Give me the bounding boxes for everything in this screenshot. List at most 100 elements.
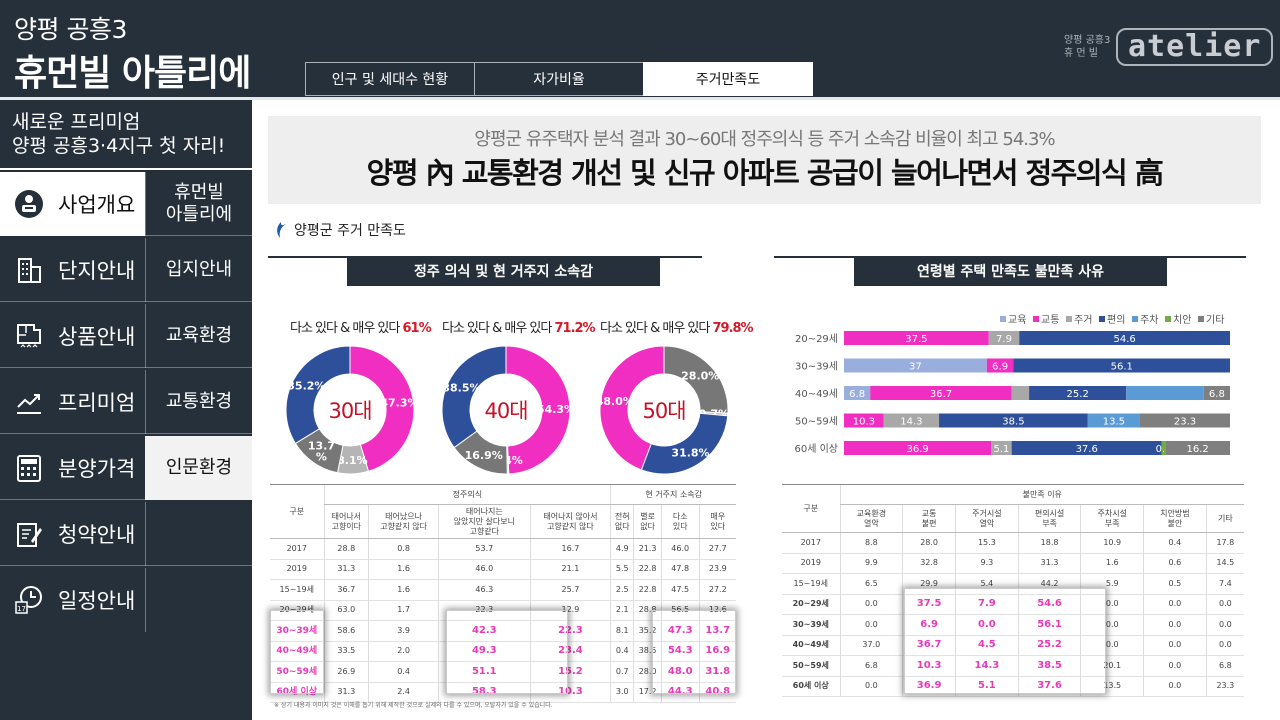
table-row-label: 40~49세 [270, 641, 324, 662]
logo-caption-line2: 휴 먼 빌 [1064, 48, 1098, 59]
table-cell: 53.7 [438, 538, 531, 560]
table-cell: 0.4 [1143, 532, 1207, 554]
table-cell: 54.3 [660, 641, 700, 662]
donut-center-label: 40대 [484, 399, 527, 423]
donut-slice-label: 8.1% [337, 454, 368, 467]
table-row: 40~49세 37.0 36.7 4.5 25.2 0.0 0.0 0.0 [782, 635, 1244, 656]
right-data-table: 구분 불만족 이유 교육환경 열악 교통 불편 주거시설 열악 편의시설 부족 주차시설… [782, 484, 1244, 697]
table-cell: 0.4 [368, 661, 439, 683]
table-cell: 0.0 [955, 614, 1019, 636]
bar-segment [844, 358, 987, 373]
table-cell: 22.8 [633, 559, 662, 580]
table-cell: 0.0 [1143, 614, 1207, 636]
submenu-transport[interactable]: 교통환경 [145, 370, 252, 434]
table-cell: 33.5 [323, 641, 369, 662]
tab-population[interactable]: 인구 및 세대수 현황 [305, 62, 475, 96]
bar-data-label: 37.5 [905, 334, 927, 345]
table-cell: 1.7 [368, 600, 439, 621]
table-row-label: 60세 이상 [270, 682, 324, 703]
bar-data-label: 16.2 [1187, 444, 1209, 455]
table-cell: 31.3 [323, 682, 369, 703]
legend-label: 편의 [1107, 314, 1125, 326]
menu-premium[interactable]: 프리미엄 [0, 370, 145, 434]
menu-schedule[interactable]: 17 일정안내 [0, 568, 145, 632]
table-group-header: 불만족 이유 [839, 484, 1244, 505]
table-cell: 5.1 [955, 676, 1019, 697]
table-cell: 17.2 [633, 682, 662, 703]
table-cell: 26.9 [323, 661, 369, 683]
tab-ownership-ratio[interactable]: 자가비율 [474, 62, 644, 96]
table-row-label: 2019 [270, 559, 324, 580]
table-cell: 5.9 [1080, 573, 1144, 595]
submenu-location[interactable]: 입지안내 [145, 238, 252, 302]
menu-subscription[interactable]: 청약안내 [0, 502, 145, 566]
table-cell: 38.5 [1017, 655, 1081, 677]
bar-category-label: 40~49세 [795, 388, 838, 400]
menu-product-info[interactable]: 상품안내 [0, 304, 145, 368]
tab-housing-satisfaction[interactable]: 주거만족도 [643, 62, 813, 96]
bar-data-label: 10.3 [853, 417, 875, 428]
table-cell: 1.6 [368, 559, 439, 580]
donut-head-40s: 다소 있다 & 매우 있다 71.2% [442, 317, 596, 336]
donut-slice-3 [599, 345, 665, 471]
table-row-label: 15~19세 [270, 579, 324, 601]
table-cell: 2.5 [610, 579, 634, 601]
menu-business-overview[interactable]: 사업개요 [0, 172, 145, 236]
table-row-label: 20~29세 [782, 594, 840, 615]
submenu-humanvill-atelier[interactable]: 휴먼빌 아틀리에 [145, 172, 252, 236]
bar-segment [844, 331, 989, 345]
table-row: 2019 31.3 1.6 46.0 21.1 5.5 22.8 47.8 23.9 [270, 559, 736, 580]
stacked-bar-chart: 교육 교통 주거 편의 주차 치안 기타 20~29세 37.5 7.9 54.6 30~39세 37 6… [794, 314, 1230, 455]
table-cell: 5.4 [955, 573, 1019, 595]
table-row: 60세 이상 31.3 2.4 58.3 10.3 3.0 17.2 44.3 40.8 [270, 682, 736, 703]
menu-sale-price[interactable]: 분양가격 [0, 436, 145, 500]
submenu-humanities[interactable]: 인문환경 [145, 436, 252, 500]
table-cell: 0.0 [1205, 614, 1244, 636]
table-cell: 0.0 [1080, 614, 1144, 636]
menu-complex-info[interactable]: 단지안내 [0, 238, 145, 302]
main-content: 양평군 유주택자 분석 결과 30~60대 정주의식 등 주거 소속감 비율이 … [252, 100, 1280, 720]
legend-label: 치안 [1173, 314, 1191, 326]
table-cell: 22.3 [438, 600, 531, 621]
bar-data-label: 0.9 [1156, 444, 1172, 455]
schedule-clock-icon: 17 [14, 585, 44, 615]
donut-slice-label: 48.0% [596, 395, 634, 408]
table-cell: 35.2 [633, 620, 662, 642]
table-cell: 0.0 [839, 676, 903, 697]
table-cell: 0.0 [839, 594, 903, 615]
submenu-education[interactable]: 교육환경 [145, 304, 252, 368]
table-row-label: 2019 [782, 553, 840, 574]
bar-data-label: 5.1 [994, 444, 1010, 455]
bar-segment [1013, 358, 1230, 373]
menu-label: 상품안내 [58, 325, 136, 349]
table-cell: 0.0 [1143, 676, 1207, 697]
legend-swatch [1099, 316, 1105, 322]
table-row-label: 40~49세 [782, 635, 840, 656]
project-title: 휴먼빌 아틀리에 [14, 53, 251, 94]
menu-row-price: 분양가격 인문환경 [0, 436, 252, 500]
table-cell: 0.0 [1205, 635, 1244, 656]
menu-row-product: 상품안내 교육환경 [0, 304, 252, 368]
sidebar: 새로운 프리미엄 양평 공흥3·4지구 첫 자리! 사업개요 휴먼빌 아틀리에 … [0, 100, 252, 720]
donut-head-text: 다소 있다 & 매우 있다 [442, 321, 555, 336]
table-row: 50~59세 26.9 0.4 51.1 15.2 0.7 28.0 48.0 31.8 [270, 661, 736, 683]
table-cell: 36.7 [323, 579, 369, 601]
bar-segment [1203, 386, 1230, 400]
donut-center-label: 30대 [328, 399, 371, 423]
bar-segment [988, 331, 1020, 345]
logo-caption-line1: 양평 공흥3 [1064, 35, 1111, 46]
table-group-header: 현 거주지 소속감 [610, 484, 736, 505]
brand-logo[interactable]: 양평 공흥3 휴 먼 빌 atelier [1064, 28, 1274, 66]
banner-title: 양평 內 교통환경 개선 및 신규 아파트 공급이 늘어나면서 정주의식 高 [366, 156, 1164, 190]
bar-data-label: 36.9 [907, 444, 929, 455]
table-cell: 58.3 [438, 682, 531, 703]
table-cell: 15.2 [529, 661, 611, 683]
table-cell: 8.1 [610, 620, 634, 642]
submenu-empty [145, 568, 252, 632]
bar-segment [1011, 386, 1030, 400]
bar-segment [870, 386, 1012, 400]
bar-data-label: 54.6 [1113, 334, 1135, 345]
table-row-label: 30~39세 [782, 614, 840, 636]
table-cell: 0.0 [1205, 594, 1244, 615]
table-cell: 0.0 [1143, 635, 1207, 656]
